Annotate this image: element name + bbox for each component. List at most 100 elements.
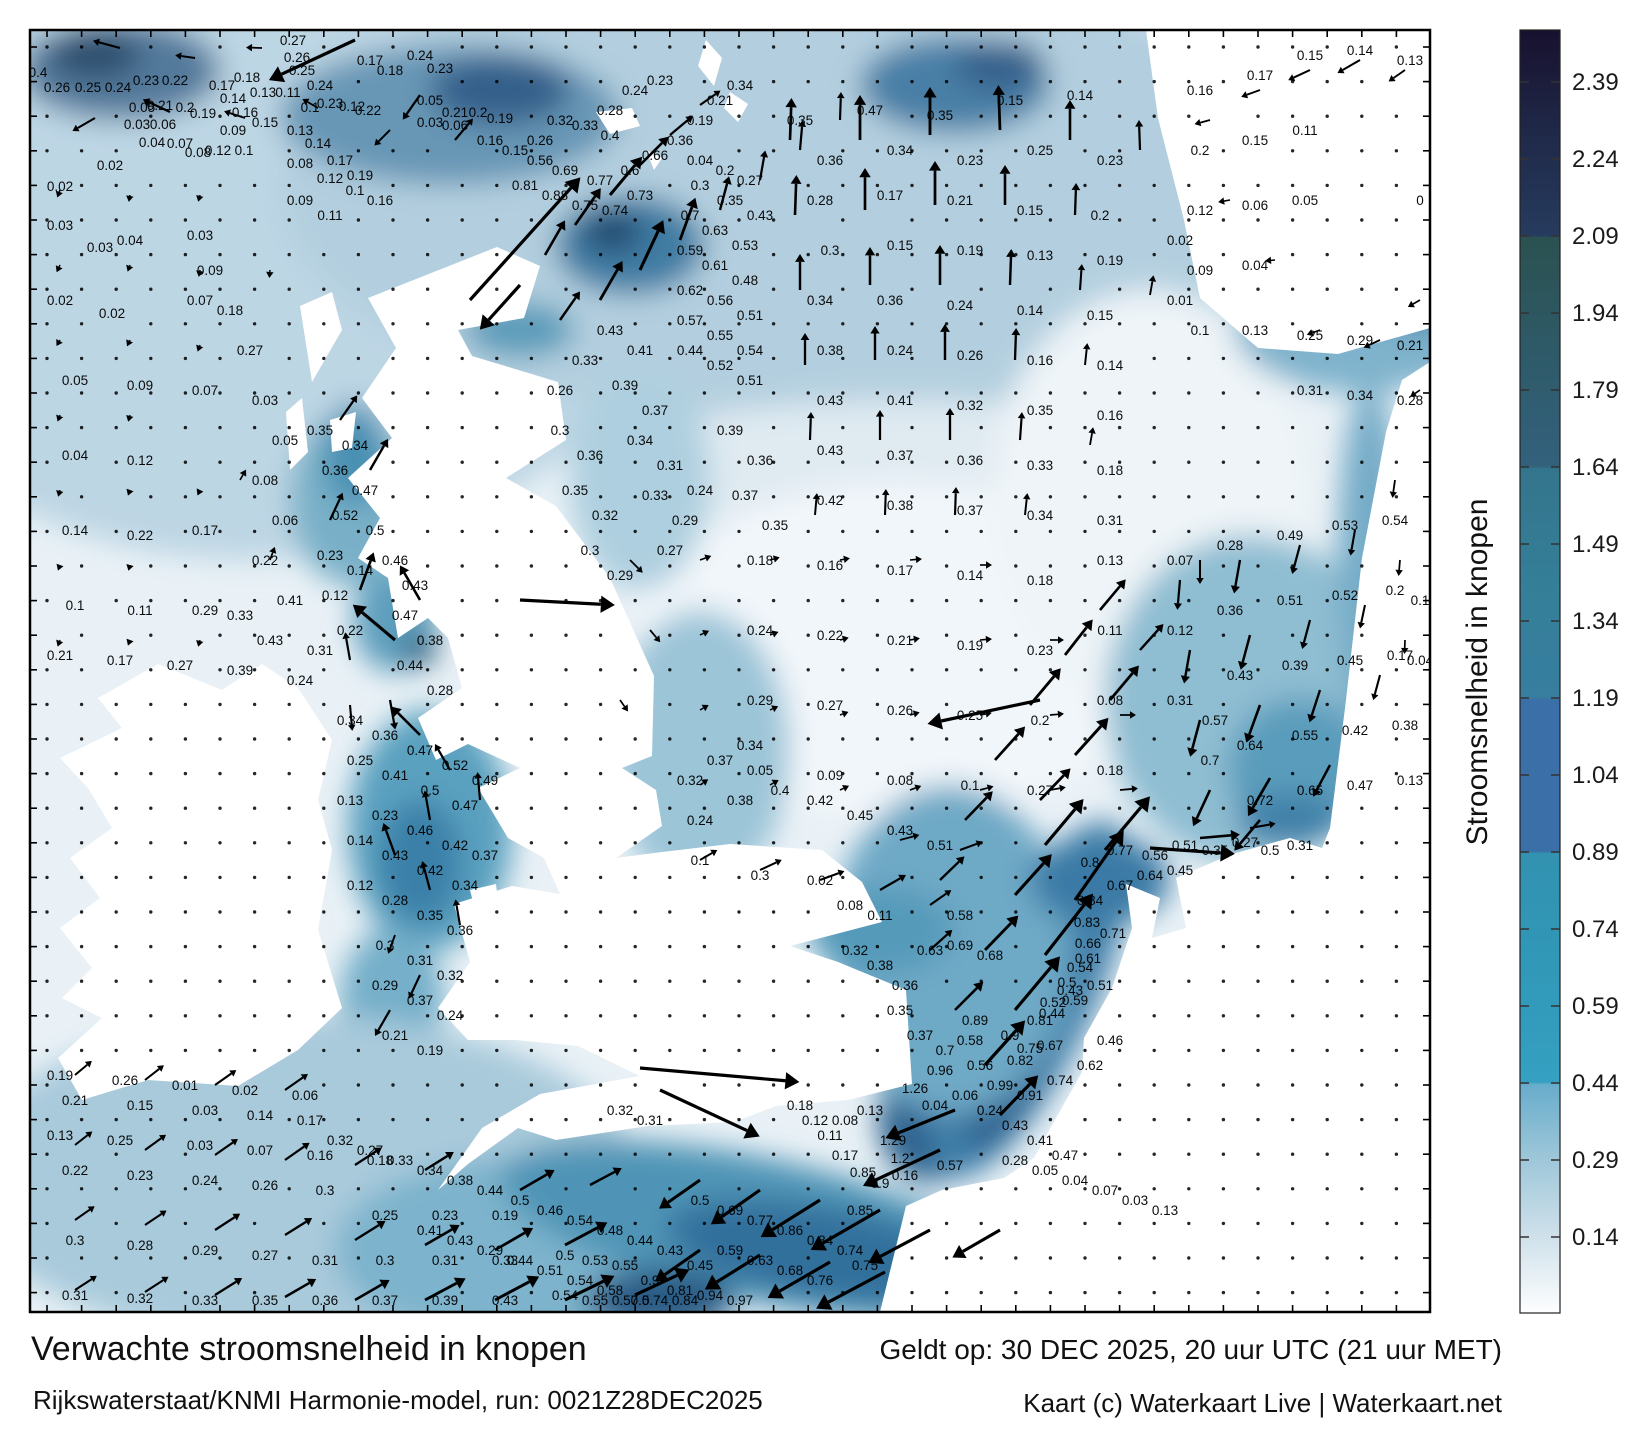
speed-label: 0.33 [387, 1153, 413, 1168]
grid-dot [841, 737, 845, 741]
speed-label: 0.22 [162, 73, 188, 88]
speed-label: 0.34 [627, 433, 654, 448]
grid-dot [564, 460, 568, 464]
current-arrow [126, 194, 134, 202]
grid-dot [944, 252, 949, 257]
speed-label: 0.33 [227, 608, 253, 623]
current-arrow [678, 197, 698, 241]
current-arrow-shaft [214, 1216, 236, 1231]
grid-dot [1325, 702, 1329, 707]
speed-label: 0.33 [492, 1253, 518, 1268]
grid-dot [1360, 944, 1364, 949]
current-arrow-shaft [838, 98, 842, 121]
grid-dot [460, 1048, 464, 1053]
speed-label: 0.51 [537, 1263, 563, 1278]
grid-dot [979, 529, 983, 534]
grid-dot [356, 1083, 361, 1087]
current-arrow-head [379, 438, 389, 449]
speed-label: 0.25 [1297, 328, 1323, 343]
grid-dot [45, 287, 49, 291]
speed-label: 0.24 [307, 78, 334, 93]
grid-dot [841, 391, 845, 395]
grid-dot [460, 495, 464, 499]
grid-dot [737, 1083, 741, 1087]
speed-label: 0.09 [287, 193, 313, 208]
speed-label: 0.16 [367, 193, 393, 208]
current-arrow-head [973, 981, 984, 992]
speed-label: 0.26 [252, 1178, 278, 1193]
current-arrow-shaft [1191, 719, 1202, 749]
grid-dot [1187, 944, 1191, 949]
grid-dot [1083, 1014, 1087, 1018]
colorbar-tick-label: 2.24 [1572, 146, 1619, 173]
speed-label: 0.24 [687, 483, 714, 498]
grid-dot [460, 252, 464, 257]
speed-label: 0.49 [472, 773, 498, 788]
current-arrow-shaft [897, 1108, 956, 1135]
grid-dot [1256, 1048, 1260, 1053]
current-arrow [983, 915, 1019, 952]
speed-label: 0.48 [597, 1223, 623, 1238]
current-arrow-shaft [477, 778, 482, 801]
current-arrow [1077, 264, 1086, 291]
current-arrow-head [928, 161, 942, 171]
speed-label: 0.44 [477, 1183, 504, 1198]
grid-dot [598, 564, 603, 568]
current-arrow-head [812, 493, 821, 500]
grid-dot [183, 218, 188, 222]
grid-dot [114, 114, 118, 118]
grid-dot [1083, 806, 1087, 810]
speed-label: 0.24 [947, 298, 974, 313]
grid-dot [79, 287, 84, 291]
grid-dot [391, 425, 395, 430]
speed-label: 0.03 [187, 1138, 213, 1153]
grid-dot [1014, 1290, 1018, 1295]
grid-dot [460, 183, 464, 188]
grid-dot [45, 1014, 49, 1018]
current-arrow-shaft [771, 1198, 821, 1232]
grid-dot [702, 460, 707, 464]
grid-dot [737, 875, 741, 880]
grid-dot [1325, 1083, 1329, 1087]
grid-dot [252, 702, 257, 707]
grid-dot [806, 79, 810, 84]
current-arrow [144, 1210, 167, 1226]
grid-dot [737, 391, 741, 395]
grid-dot [771, 287, 776, 291]
current-arrow-shaft [1199, 833, 1232, 840]
speed-label: 0.41 [382, 768, 408, 783]
current-arrow-shaft [758, 156, 766, 181]
current-arrow-head [912, 832, 920, 840]
speed-label: 0.14 [1017, 303, 1044, 318]
grid-dot [460, 529, 464, 534]
grid-dot [979, 495, 983, 499]
grid-dot [79, 495, 84, 499]
grid-dot [1325, 1290, 1329, 1295]
speed-label: 0.21 [382, 1028, 408, 1043]
speed-label: 0.07 [1167, 553, 1193, 568]
grid-dot [287, 252, 291, 257]
grid-dot [875, 633, 880, 637]
speed-label: 0.59 [717, 1243, 743, 1258]
speed-label: 0.42 [817, 493, 843, 508]
speed-label: 0.47 [352, 483, 378, 498]
grid-dot [668, 425, 672, 430]
speed-label: 0.36 [817, 153, 843, 168]
current-arrow [1149, 844, 1235, 862]
current-arrow-head [1194, 118, 1202, 127]
speed-label: 0.29 [372, 978, 398, 993]
grid-dot [979, 737, 983, 741]
grid-dot [737, 356, 741, 361]
grid-dot [1394, 45, 1399, 49]
speed-label: 0.43 [1057, 983, 1083, 998]
grid-dot [1221, 460, 1226, 464]
current-arrow [928, 161, 942, 205]
grid-dot [737, 1152, 741, 1156]
speed-label: 0.52 [332, 508, 358, 523]
grid-dot [1187, 1117, 1191, 1122]
speed-label: 0.29 [747, 693, 773, 708]
grid-dot [564, 1221, 568, 1226]
speed-label: 0.29 [672, 513, 698, 528]
grid-dot [564, 668, 568, 672]
grid-dot [391, 1117, 395, 1122]
